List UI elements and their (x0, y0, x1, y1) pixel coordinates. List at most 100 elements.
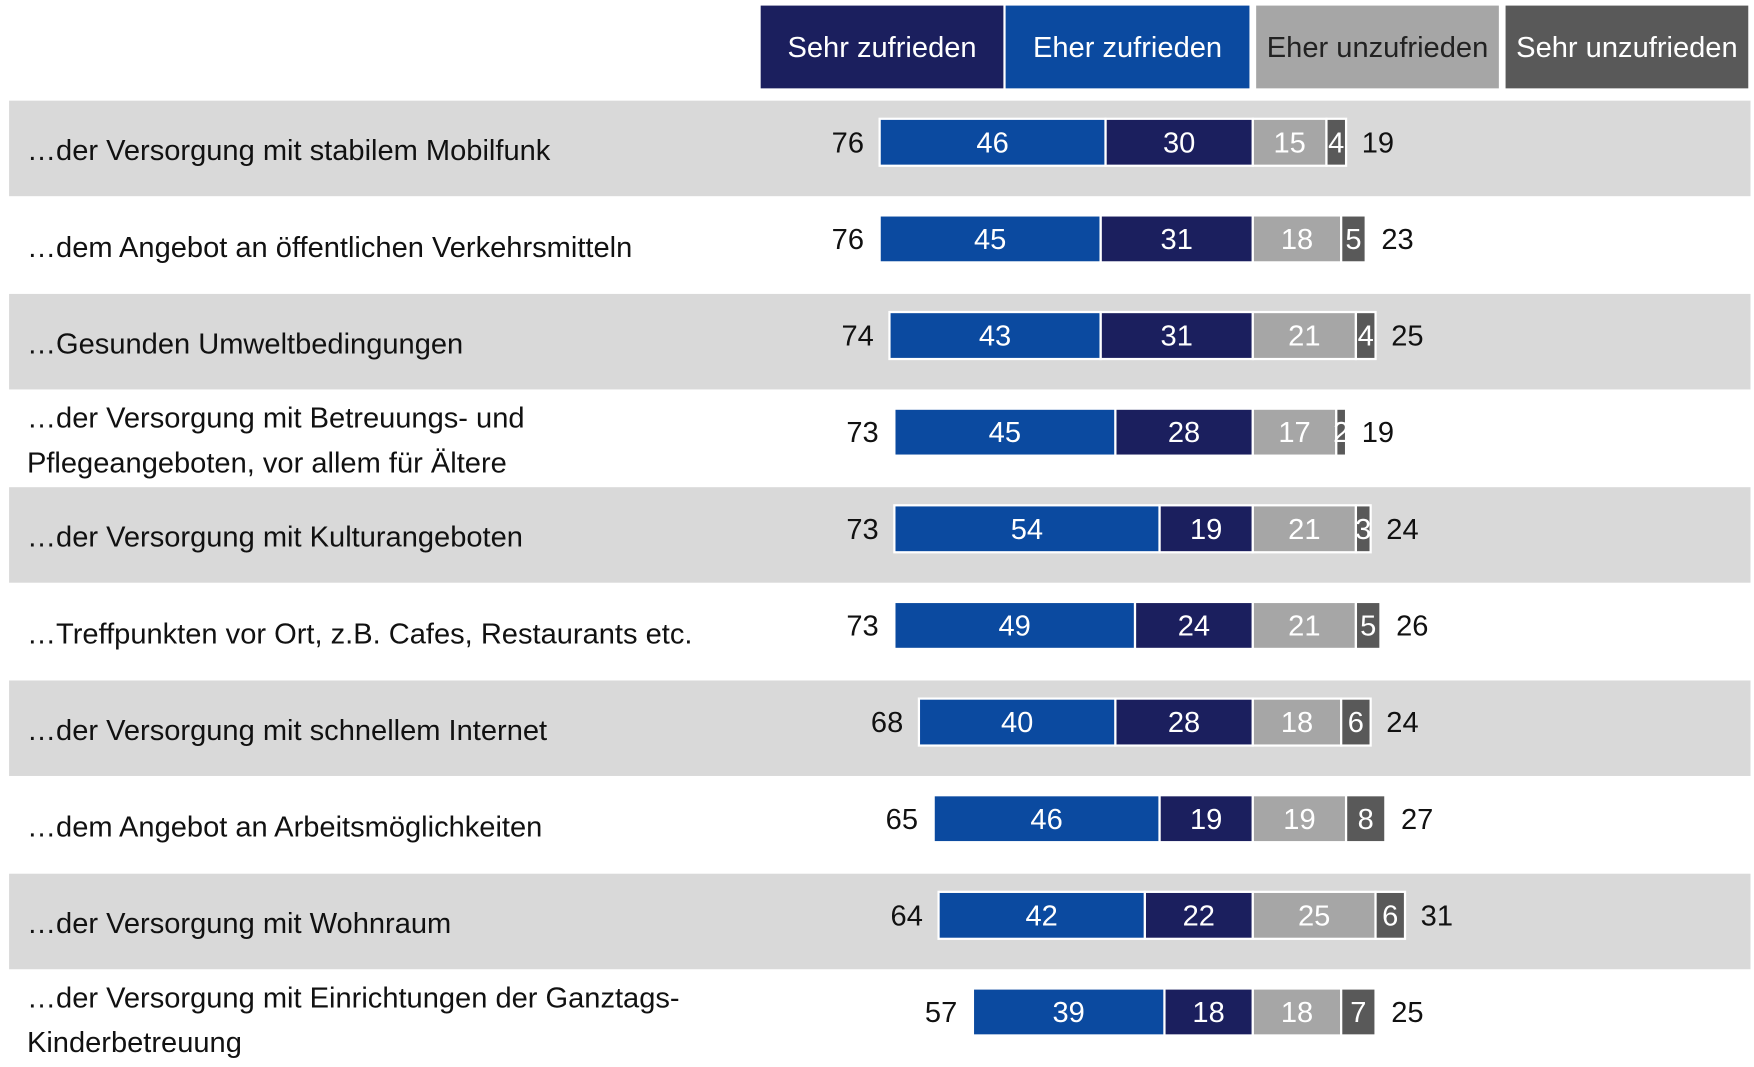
bar-value: 6 (1382, 900, 1398, 932)
positive-total: 73 (846, 611, 878, 643)
bar-value: 17 (1278, 417, 1310, 449)
negative-total: 19 (1362, 127, 1394, 159)
category-label: …dem Angebot an Arbeitsmöglichkeiten (27, 812, 542, 844)
legend-box (1005, 5, 1250, 89)
bar-segment (932, 794, 1161, 844)
row-background (9, 873, 1751, 970)
bar-value: 18 (1281, 224, 1313, 256)
positive-total: 76 (832, 224, 864, 256)
bar-value: 31 (1161, 224, 1193, 256)
row-background (9, 680, 1751, 776)
bar-segment (878, 214, 1102, 264)
bar-value: 45 (989, 417, 1021, 449)
bar-value: 19 (1190, 514, 1222, 546)
bar-segment (917, 697, 1117, 747)
bar-segment (1340, 214, 1367, 264)
bar-value: 46 (1030, 804, 1062, 836)
row-background (9, 293, 1751, 390)
positive-total: 74 (841, 321, 873, 353)
bar-value: 5 (1360, 611, 1376, 643)
legend-wrap: Eher unzufrieden (1256, 6, 1499, 89)
bar-segment (1251, 310, 1358, 361)
bar-segment (1354, 600, 1382, 651)
legend-entry: Sehr unzufrieden (1506, 6, 1749, 89)
bar-segment (888, 310, 1102, 361)
bar-value: 6 (1348, 707, 1364, 739)
legend-label: Eher zufrieden (1032, 29, 1223, 64)
negative-total: 31 (1421, 900, 1453, 932)
legend-box (1505, 5, 1749, 89)
bar-segment (1158, 504, 1254, 554)
bar-segment (1340, 987, 1377, 1037)
bar-segment (893, 407, 1117, 457)
bar-segment (893, 600, 1137, 651)
legend-wrap: Sehr unzufrieden (1506, 6, 1749, 89)
legend-wrap: Sehr zufrieden (761, 6, 1004, 89)
bar-segment (1251, 407, 1338, 457)
category-label: …der Versorgung mit Einrichtungen der Ga… (27, 982, 680, 1014)
negative-total: 25 (1391, 997, 1423, 1029)
category-label: …der Versorgung mit schnellem Internet (27, 715, 547, 747)
legend-entry: Eher unzufrieden (1256, 6, 1499, 89)
bar-value: 3 (1355, 514, 1371, 546)
bar-segment (1158, 794, 1254, 844)
bar-segment (1251, 794, 1348, 844)
category-label: Kinderbetreuung (27, 1027, 242, 1059)
bar-segment (937, 890, 1146, 940)
bar-value: 7 (1350, 997, 1366, 1029)
bar-value: 15 (1273, 127, 1305, 159)
bar-value: 2 (1333, 417, 1349, 449)
positive-total: 73 (846, 417, 878, 449)
category-label: …der Versorgung mit stabilem Mobilfunk (27, 135, 551, 167)
negative-total: 24 (1386, 707, 1418, 739)
bar-value: 18 (1192, 997, 1224, 1029)
negative-total: 26 (1396, 611, 1428, 643)
bar-segment (1354, 504, 1372, 554)
bar-segment (1099, 214, 1254, 264)
negative-total: 27 (1401, 804, 1433, 836)
bar-segment (1354, 310, 1377, 361)
category-label: …der Versorgung mit Betreuungs- und (27, 403, 525, 435)
bar-value: 4 (1358, 321, 1374, 353)
category-label: …Gesunden Umweltbedingungen (27, 328, 463, 360)
row-background (9, 487, 1751, 583)
legend-label: Sehr unzufrieden (1516, 29, 1738, 64)
bar-value: 18 (1281, 707, 1313, 739)
bar-value: 30 (1163, 127, 1195, 159)
category-label: …dem Angebot an öffentlichen Verkehrsmit… (27, 232, 632, 264)
bar-value: 25 (1298, 900, 1330, 932)
legend-label: Sehr zufrieden (787, 29, 977, 64)
legend-wrap: Eher zufrieden (1006, 6, 1250, 89)
bar-value: 21 (1288, 611, 1320, 643)
bar-segment (1251, 117, 1328, 167)
bar-value: 40 (1001, 707, 1033, 739)
category-label: …der Versorgung mit Wohnraum (27, 908, 451, 940)
bar-segment (1325, 117, 1348, 167)
category-label: …Treffpunkten vor Ort, z.B. Cafes, Resta… (27, 618, 692, 650)
bar-segment (1340, 697, 1372, 747)
bar-segment (893, 504, 1161, 554)
bar-segment (1374, 890, 1407, 940)
bar-value: 43 (979, 321, 1011, 353)
bar-value: 45 (974, 224, 1006, 256)
row-background (9, 390, 1751, 487)
bar-value: 28 (1168, 417, 1200, 449)
row-background (9, 583, 1751, 680)
bar-segment (1344, 794, 1387, 844)
bar-value: 42 (1026, 900, 1058, 932)
positive-total: 68 (871, 707, 903, 739)
bar-value: 54 (1011, 514, 1043, 546)
legend-entry: Sehr zufrieden (761, 6, 1004, 89)
bar-segment (1163, 987, 1254, 1037)
category-label: …der Versorgung mit Kulturangeboten (27, 522, 523, 554)
bar-value: 8 (1358, 804, 1374, 836)
bar-segment (1251, 214, 1343, 264)
negative-total: 23 (1381, 224, 1413, 256)
bar-value: 46 (976, 127, 1008, 159)
legend-box (1256, 5, 1499, 89)
bar-segment (878, 117, 1107, 167)
positive-total: 73 (846, 514, 878, 546)
bar-value: 19 (1283, 804, 1315, 836)
